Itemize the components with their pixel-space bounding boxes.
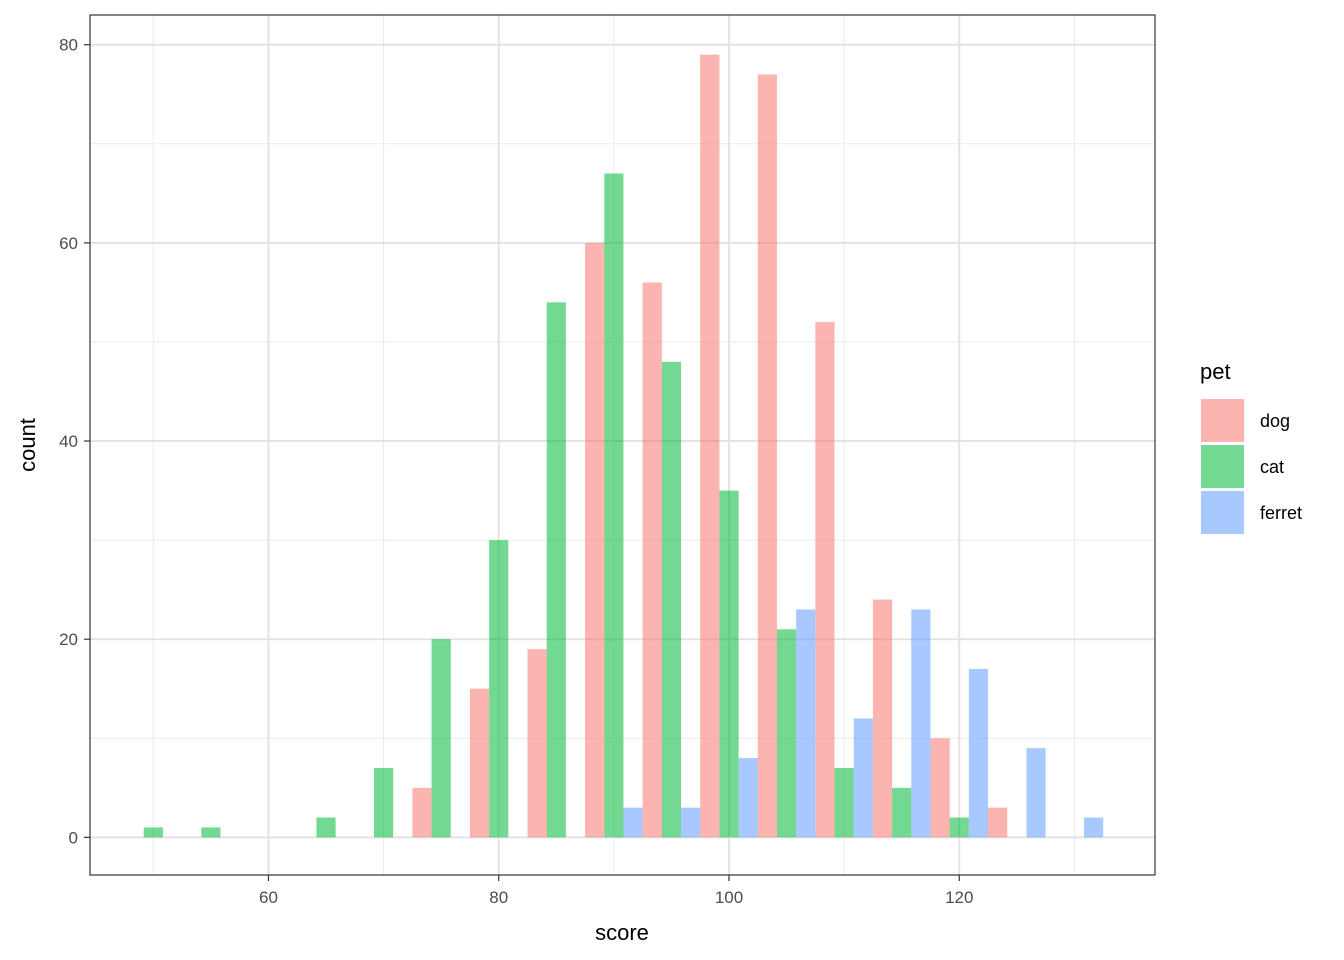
bar-cat-105 — [776, 629, 797, 838]
bar-dog-105 — [757, 74, 777, 838]
bar-cat-90 — [604, 173, 624, 838]
bar-ferret-120 — [968, 668, 989, 838]
bar-cat-120 — [949, 817, 969, 838]
bars — [143, 54, 1104, 838]
legend-title: pet — [1200, 359, 1231, 384]
bar-cat-50 — [143, 827, 163, 838]
legend-key-ferret — [1201, 491, 1244, 534]
bar-ferret-110 — [853, 718, 873, 838]
bar-ferret-90 — [623, 807, 643, 838]
bar-dog-85 — [527, 649, 547, 838]
bar-ferret-130 — [1084, 817, 1104, 838]
bar-ferret-115 — [911, 609, 931, 838]
bar-ferret-100 — [738, 758, 758, 838]
bar-cat-70 — [374, 767, 394, 838]
y-tick-label: 60 — [59, 234, 78, 253]
bar-cat-115 — [892, 787, 912, 838]
bar-cat-100 — [719, 490, 739, 838]
bar-cat-85 — [546, 302, 566, 838]
bar-cat-95 — [661, 361, 682, 838]
y-tick-label: 20 — [59, 630, 78, 649]
bar-dog-95 — [642, 282, 662, 838]
bar-dog-90 — [585, 242, 605, 838]
bar-cat-75 — [431, 639, 451, 838]
x-tick-label: 60 — [259, 888, 278, 907]
bar-cat-80 — [489, 540, 509, 838]
bar-ferret-105 — [796, 609, 816, 838]
y-tick-label: 40 — [59, 432, 78, 451]
x-tick-label: 80 — [489, 888, 508, 907]
bar-dog-100 — [700, 54, 720, 838]
x-tick-label: 120 — [945, 888, 973, 907]
bar-dog-80 — [469, 688, 490, 838]
bar-dog-120 — [930, 738, 950, 838]
y-tick-label: 0 — [69, 828, 78, 847]
x-axis-title: score — [595, 920, 649, 945]
bar-cat-110 — [834, 767, 854, 838]
legend-label-ferret: ferret — [1260, 503, 1302, 523]
x-axis: 60 80 100 120 — [259, 875, 973, 907]
bar-dog-115 — [872, 599, 893, 838]
legend-key-cat — [1201, 445, 1244, 488]
legend: pet dog cat ferret — [1200, 359, 1302, 534]
bar-dog-75 — [412, 787, 432, 838]
bar-dog-125 — [988, 807, 1008, 838]
bar-dog-110 — [815, 322, 835, 838]
legend-key-dog — [1201, 399, 1244, 442]
panel-border — [89, 14, 1156, 876]
y-axis-title: count — [15, 418, 40, 472]
bar-ferret-95 — [681, 807, 701, 838]
bar-cat-55 — [201, 827, 221, 838]
y-tick-label: 80 — [59, 36, 78, 55]
legend-label-cat: cat — [1260, 457, 1284, 477]
bar-cat-65 — [316, 817, 336, 838]
legend-label-dog: dog — [1260, 411, 1290, 431]
bar-ferret-125 — [1026, 748, 1046, 838]
x-tick-label: 100 — [715, 888, 743, 907]
y-axis: 0 20 40 60 80 — [59, 36, 90, 847]
